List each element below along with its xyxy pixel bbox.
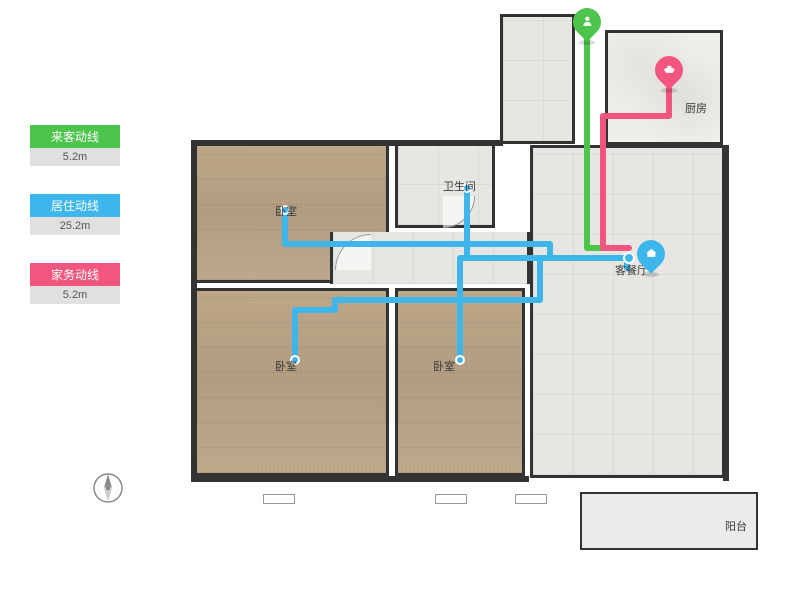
wall: [191, 140, 197, 480]
room-living: [530, 145, 725, 478]
legend-guest-value: 5.2m: [30, 148, 120, 166]
legend-guest-label: 来客动线: [30, 125, 120, 148]
wall: [191, 476, 529, 482]
legend-item-chore: 家务动线 5.2m: [30, 263, 120, 304]
marker-chore: [655, 56, 683, 94]
legend-item-guest: 来客动线 5.2m: [30, 125, 120, 166]
label-bedroom-tl: 卧室: [275, 203, 297, 219]
room-bedroom-bl: [194, 288, 389, 476]
label-bedroom-bm: 卧室: [433, 358, 455, 374]
label-bedroom-bl: 卧室: [275, 358, 297, 374]
legend-item-living: 居住动线 25.2m: [30, 194, 120, 235]
label-balcony: 阳台: [725, 518, 747, 534]
compass-icon: [90, 470, 126, 511]
wall: [191, 140, 503, 146]
room-entry: [500, 14, 575, 144]
node-dot: [455, 355, 465, 365]
label-kitchen: 厨房: [685, 100, 707, 116]
legend-living-label: 居住动线: [30, 194, 120, 217]
legend-living-value: 25.2m: [30, 217, 120, 235]
floorplan: 卧室 卧室 卧室 卫生间 厨房 客餐厅 阳台: [185, 0, 785, 600]
legend-chore-value: 5.2m: [30, 286, 120, 304]
exterior-sill: [435, 494, 467, 504]
label-bathroom: 卫生间: [443, 178, 476, 194]
home-icon: [645, 247, 657, 262]
marker-living: [637, 240, 665, 278]
exterior-sill: [515, 494, 547, 504]
legend-chore-label: 家务动线: [30, 263, 120, 286]
exterior-sill: [263, 494, 295, 504]
wall: [723, 145, 729, 481]
room-bedroom-bm: [395, 288, 525, 476]
marker-guest: [573, 8, 601, 46]
pot-icon: [663, 63, 675, 78]
user-icon: [581, 15, 593, 30]
legend: 来客动线 5.2m 居住动线 25.2m 家务动线 5.2m: [30, 125, 120, 332]
